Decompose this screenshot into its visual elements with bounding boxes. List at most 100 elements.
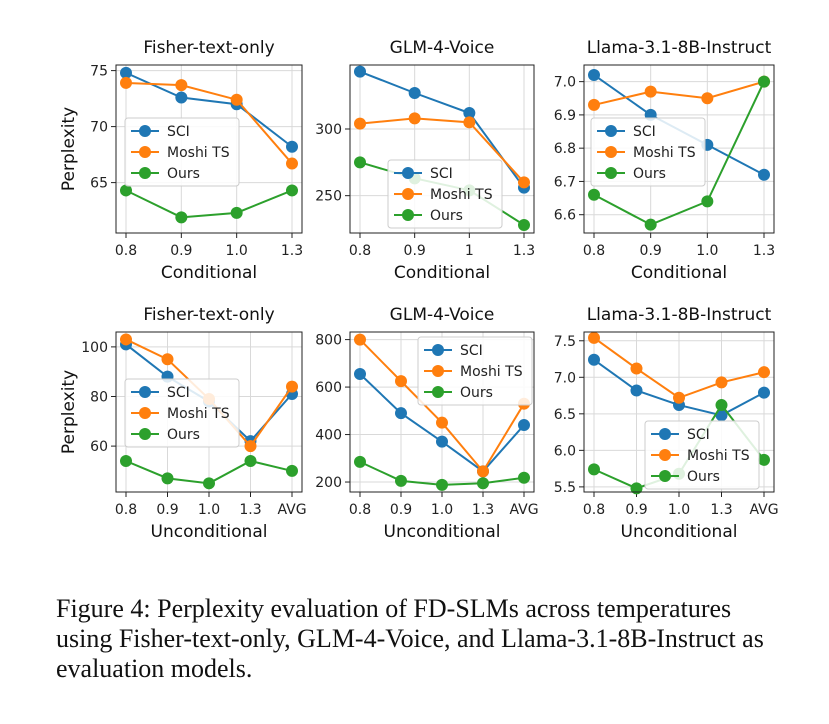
x-tick-label: 0.8 bbox=[583, 502, 605, 518]
data-point bbox=[630, 482, 643, 495]
y-tick-label: 6.5 bbox=[554, 407, 576, 423]
y-tick-label: 5.5 bbox=[554, 480, 576, 496]
data-point bbox=[244, 440, 257, 453]
axes-frame bbox=[115, 64, 303, 234]
data-point bbox=[395, 407, 407, 420]
series-line bbox=[593, 80, 765, 106]
x-tick-label: AVG bbox=[277, 502, 306, 518]
chart-panel-1: 0.8 0.9 1.0 1.3 65 70 75 Fisher-text-only Condit… bbox=[59, 38, 303, 283]
y-tick-label: 6.7 bbox=[554, 174, 576, 190]
chart-panel-4: 0.8 0.9 1.0 1.3 AVG 60 80 100 Fisher-text-only Un… bbox=[59, 305, 307, 542]
y-tick-label: 200 bbox=[315, 475, 342, 491]
chart-title: GLM-4-Voice bbox=[390, 38, 495, 58]
data-point bbox=[354, 333, 366, 346]
data-point bbox=[244, 454, 257, 467]
data-point bbox=[286, 140, 298, 153]
x-tick-label: AVG bbox=[509, 502, 538, 518]
data-point bbox=[463, 116, 476, 129]
x-tick-label: AVG bbox=[749, 502, 778, 518]
legend-label: SCI bbox=[687, 427, 710, 443]
legend-marker bbox=[139, 146, 151, 158]
data-point bbox=[673, 391, 685, 404]
legend-label: Moshi TS bbox=[633, 145, 696, 161]
series-line bbox=[359, 117, 525, 184]
x-tick-label: 1.3 bbox=[753, 243, 775, 259]
series-line bbox=[125, 81, 293, 165]
y-tick-label: 6.9 bbox=[554, 108, 576, 124]
data-point bbox=[715, 376, 728, 389]
data-point bbox=[477, 477, 489, 490]
data-point bbox=[354, 117, 366, 130]
y-axis-label: Perplexity bbox=[59, 107, 79, 191]
x-tick-label: 1.0 bbox=[696, 243, 718, 259]
y-tick-label: 300 bbox=[315, 122, 342, 138]
data-point bbox=[286, 464, 298, 477]
y-tick-label: 80 bbox=[90, 389, 108, 405]
data-point bbox=[230, 93, 243, 106]
legend-marker bbox=[659, 449, 671, 461]
data-point bbox=[477, 465, 489, 478]
legend-label: Ours bbox=[633, 166, 666, 182]
x-tick-label: 0.9 bbox=[640, 243, 662, 259]
legend-box bbox=[124, 378, 240, 448]
y-tick-label: 600 bbox=[315, 380, 342, 396]
x-tick-label: 0.8 bbox=[349, 502, 371, 518]
data-point bbox=[518, 471, 530, 484]
data-point bbox=[120, 76, 132, 89]
data-point bbox=[758, 453, 770, 466]
x-axis-label: Unconditional bbox=[151, 522, 268, 542]
x-tick-label: 0.8 bbox=[349, 243, 371, 259]
y-axis-label: Perplexity bbox=[59, 370, 79, 454]
legend-label: SCI bbox=[460, 343, 483, 359]
legend-marker bbox=[605, 146, 617, 158]
legend-label: Ours bbox=[687, 469, 720, 485]
axes-frame bbox=[583, 331, 775, 493]
data-point bbox=[286, 380, 298, 393]
legend-box bbox=[387, 159, 503, 229]
data-point bbox=[436, 416, 448, 429]
figure-grid: 0.8 0.9 1.0 1.3 65 70 75 Fisher-text-only Condit… bbox=[59, 38, 779, 542]
x-tick-label: 1.0 bbox=[226, 243, 248, 259]
legend-marker bbox=[139, 167, 151, 179]
x-tick-label: 1 bbox=[465, 243, 474, 259]
x-tick-label: 0.8 bbox=[115, 502, 137, 518]
data-point bbox=[588, 188, 600, 201]
data-point bbox=[286, 157, 298, 170]
data-point bbox=[436, 435, 448, 448]
axes-frame bbox=[349, 331, 535, 493]
data-point bbox=[408, 87, 421, 99]
data-point bbox=[518, 419, 530, 432]
data-point bbox=[175, 211, 188, 224]
data-point bbox=[203, 477, 215, 490]
x-tick-label: 0.9 bbox=[625, 502, 647, 518]
legend-label: Ours bbox=[460, 385, 493, 401]
data-point bbox=[588, 331, 600, 344]
x-tick-label: 1.0 bbox=[431, 502, 453, 518]
legend: SCI Moshi TS Ours bbox=[644, 420, 760, 490]
legend-label: Ours bbox=[167, 427, 200, 443]
x-tick-label: 1.3 bbox=[513, 243, 535, 259]
legend: SCI Moshi TS Ours bbox=[387, 159, 503, 229]
data-point bbox=[230, 206, 243, 219]
figure-caption: Figure 4: Perplexity evaluation of FD-SL… bbox=[56, 594, 764, 683]
legend-label: SCI bbox=[167, 124, 190, 140]
legend-marker bbox=[432, 365, 444, 377]
series-line bbox=[359, 70, 525, 189]
y-tick-label: 250 bbox=[315, 189, 342, 205]
data-point bbox=[354, 368, 366, 381]
legend-label: SCI bbox=[430, 166, 453, 182]
legend-marker bbox=[432, 386, 444, 398]
data-point bbox=[630, 362, 643, 375]
legend: SCI Moshi TS Ours bbox=[417, 336, 533, 406]
legend-marker bbox=[402, 188, 414, 200]
chart-panel-5: 0.8 0.9 1.0 1.3 AVG 200 400 600 800 GLM-4-Voice Un… bbox=[315, 305, 538, 542]
legend: SCI Moshi TS Ours bbox=[124, 117, 240, 187]
axes-frame bbox=[115, 331, 303, 493]
legend: SCI Moshi TS Ours bbox=[590, 117, 706, 187]
legend-box bbox=[124, 117, 240, 187]
legend-marker bbox=[139, 428, 151, 440]
chart-title: Fisher-text-only bbox=[143, 38, 274, 58]
data-point bbox=[518, 219, 530, 231]
data-point bbox=[588, 463, 600, 476]
x-tick-label: 0.9 bbox=[390, 502, 412, 518]
